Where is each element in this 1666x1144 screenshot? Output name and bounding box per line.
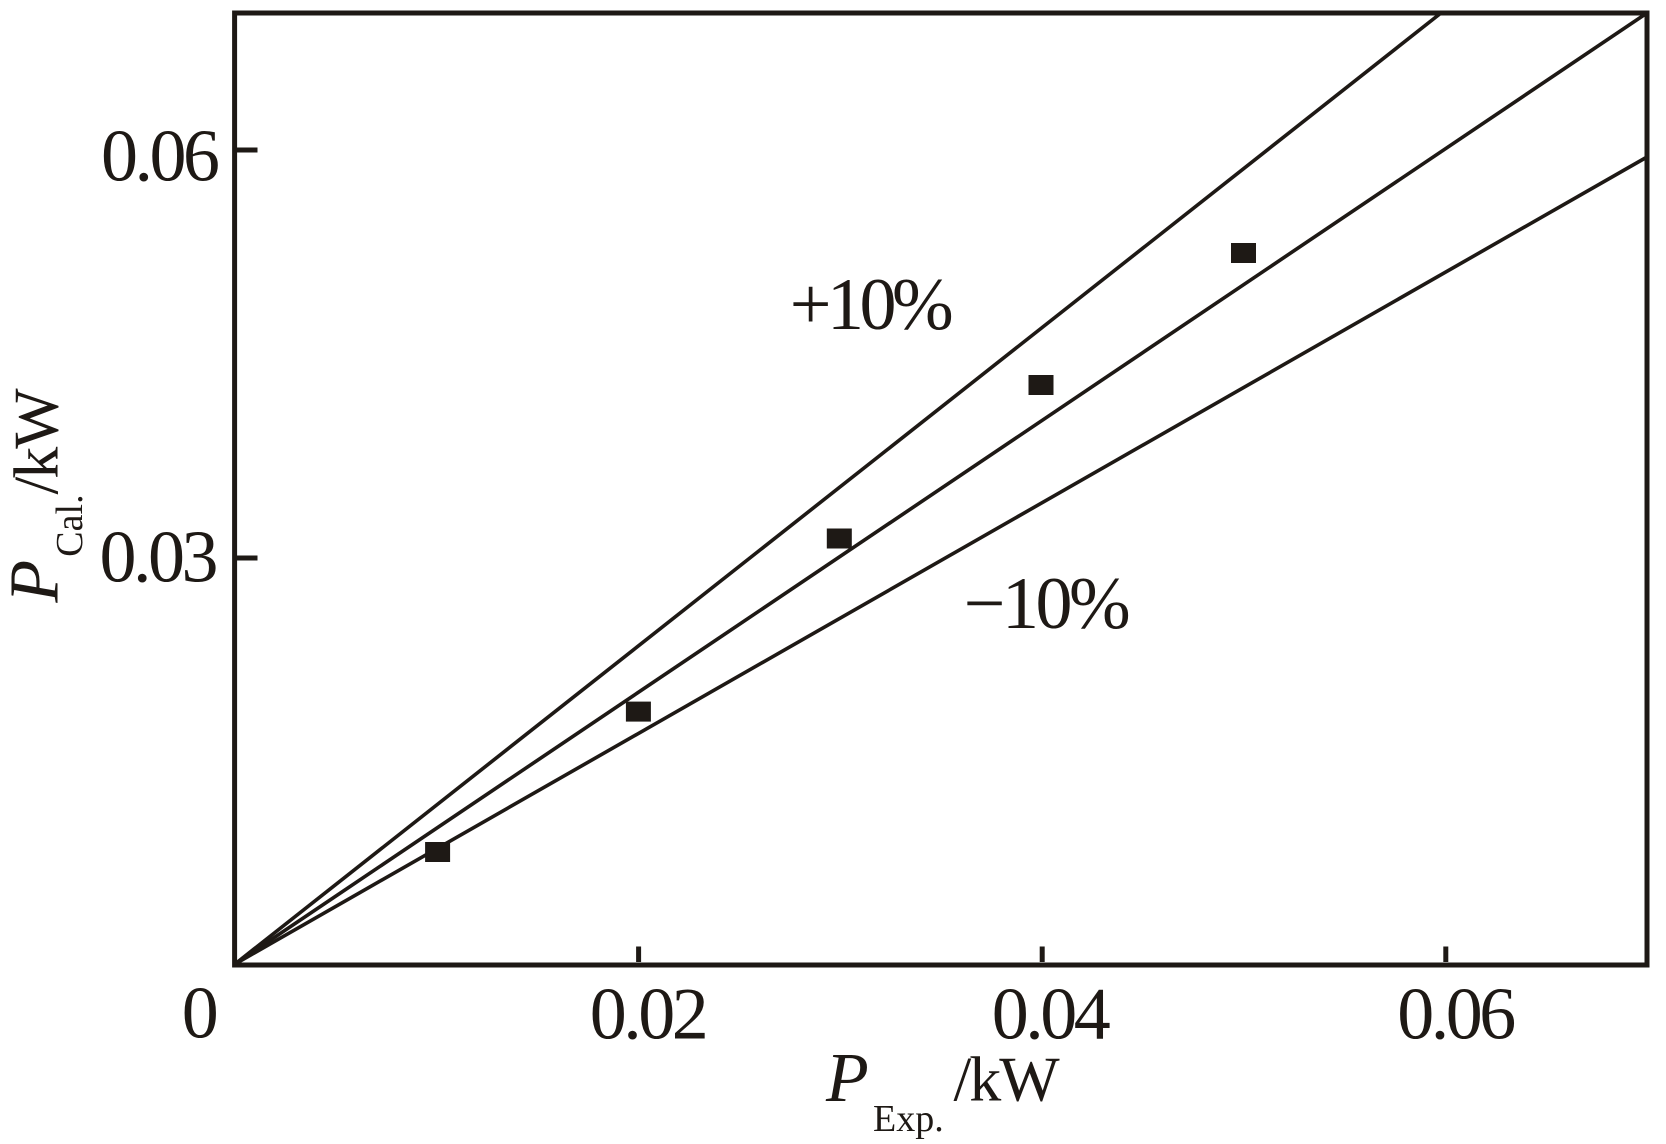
- svg-text:/kW: /kW: [954, 1044, 1061, 1115]
- svg-text:0.06: 0.06: [101, 116, 218, 198]
- svg-text:0.06: 0.06: [1397, 974, 1514, 1056]
- svg-text:0.04: 0.04: [992, 974, 1110, 1056]
- svg-text:P: P: [0, 560, 74, 604]
- svg-text:/kW: /kW: [1, 388, 72, 495]
- svg-text:−10%: −10%: [964, 563, 1129, 645]
- svg-text:+10%: +10%: [790, 264, 952, 346]
- svg-text:P: P: [825, 1040, 869, 1117]
- svg-text:Exp.: Exp.: [873, 1098, 944, 1140]
- svg-text:0.02: 0.02: [590, 974, 706, 1056]
- svg-text:Cal.: Cal.: [49, 494, 91, 556]
- svg-text:0: 0: [182, 973, 217, 1055]
- svg-text:0.03: 0.03: [100, 517, 217, 599]
